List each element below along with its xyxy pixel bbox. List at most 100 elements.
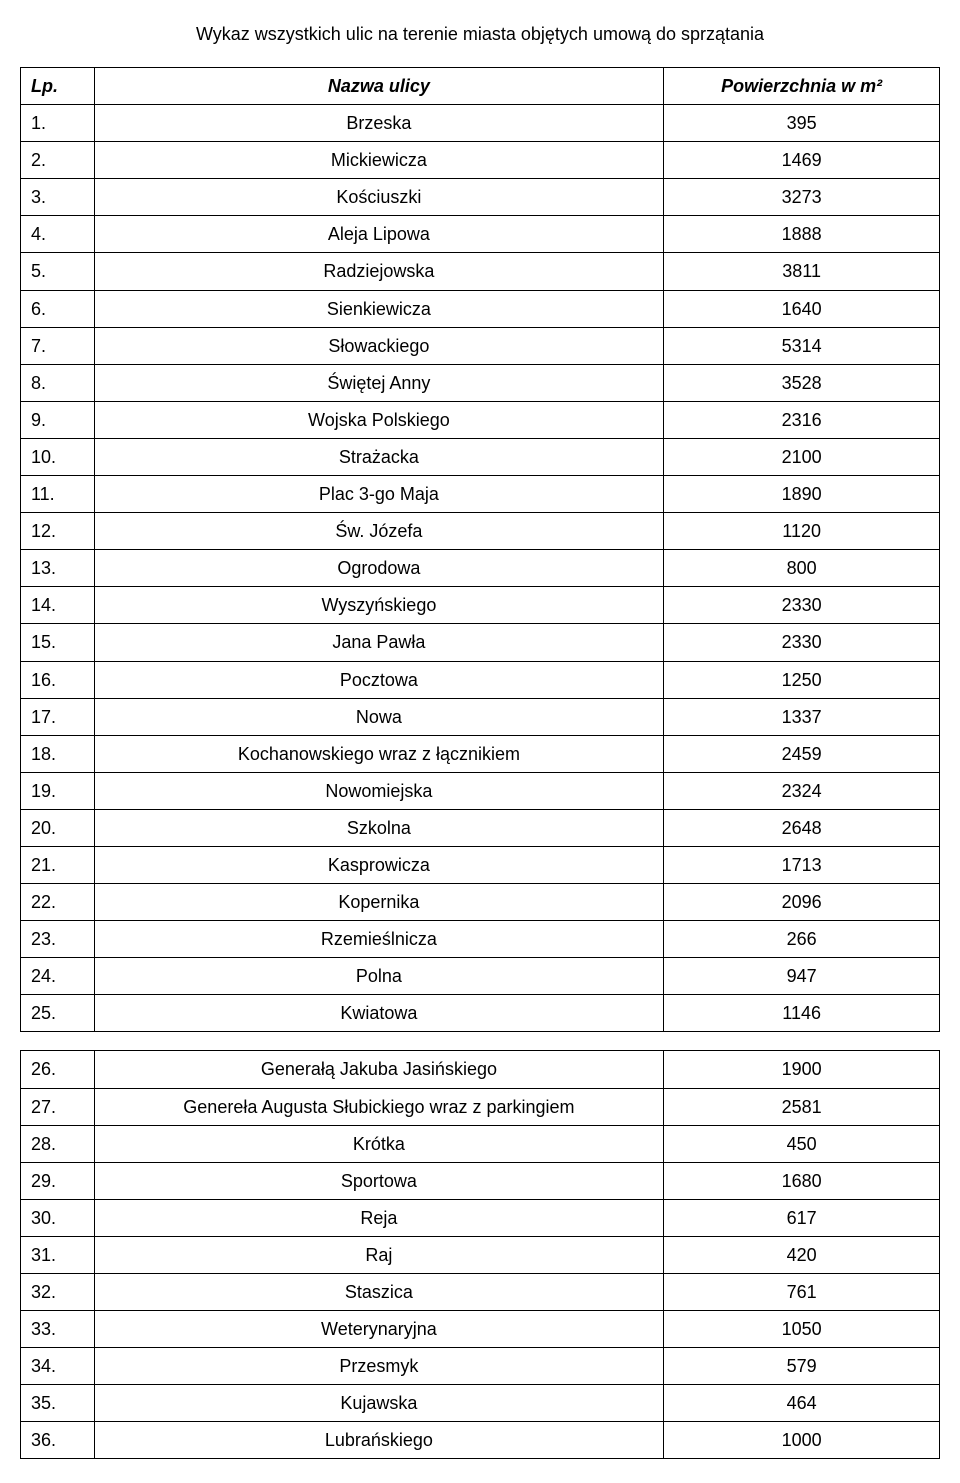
table-row: 30.Reja617 — [21, 1199, 940, 1236]
table-row: 7.Słowackiego5314 — [21, 327, 940, 364]
cell-lp: 10. — [21, 438, 95, 475]
cell-name: Staszica — [94, 1274, 664, 1311]
cell-lp: 36. — [21, 1422, 95, 1459]
table-row: 10.Strażacka2100 — [21, 438, 940, 475]
table-row: 22.Kopernika2096 — [21, 884, 940, 921]
cell-area: 2324 — [664, 772, 940, 809]
cell-area: 1900 — [664, 1051, 940, 1088]
cell-lp: 35. — [21, 1385, 95, 1422]
cell-area: 2100 — [664, 438, 940, 475]
table-row: 29.Sportowa1680 — [21, 1162, 940, 1199]
cell-name: Generałą Jakuba Jasińskiego — [94, 1051, 664, 1088]
cell-area: 617 — [664, 1199, 940, 1236]
table-row: 14.Wyszyńskiego2330 — [21, 587, 940, 624]
cell-area: 2581 — [664, 1088, 940, 1125]
cell-area: 1337 — [664, 698, 940, 735]
cell-area: 1000 — [664, 1422, 940, 1459]
cell-area: 1050 — [664, 1311, 940, 1348]
cell-name: Brzeska — [94, 105, 664, 142]
cell-name: Kochanowskiego wraz z łącznikiem — [94, 735, 664, 772]
table-row: 34.Przesmyk579 — [21, 1348, 940, 1385]
table-row: 23.Rzemieślnicza266 — [21, 921, 940, 958]
cell-area: 1640 — [664, 290, 940, 327]
table-row: 3.Kościuszki3273 — [21, 179, 940, 216]
cell-name: Kościuszki — [94, 179, 664, 216]
cell-lp: 15. — [21, 624, 95, 661]
cell-lp: 18. — [21, 735, 95, 772]
cell-area: 761 — [664, 1274, 940, 1311]
cell-area: 2330 — [664, 624, 940, 661]
cell-name: Sienkiewicza — [94, 290, 664, 327]
cell-name: Weterynaryjna — [94, 1311, 664, 1348]
table-row: 31.Raj420 — [21, 1236, 940, 1273]
cell-name: Świętej Anny — [94, 364, 664, 401]
table-row: 27.Genereła Augusta Słubickiego wraz z p… — [21, 1088, 940, 1125]
cell-lp: 30. — [21, 1199, 95, 1236]
table-row: 2.Mickiewicza1469 — [21, 142, 940, 179]
cell-area: 2648 — [664, 809, 940, 846]
col-header-area: Powierzchnia w m² — [664, 68, 940, 105]
cell-name: Nowa — [94, 698, 664, 735]
cell-area: 420 — [664, 1236, 940, 1273]
col-header-lp: Lp. — [21, 68, 95, 105]
cell-lp: 1. — [21, 105, 95, 142]
cell-area: 395 — [664, 105, 940, 142]
table-row: 4.Aleja Lipowa1888 — [21, 216, 940, 253]
cell-lp: 9. — [21, 401, 95, 438]
cell-lp: 21. — [21, 846, 95, 883]
table-row: 8.Świętej Anny3528 — [21, 364, 940, 401]
table-header-row: Lp. Nazwa ulicy Powierzchnia w m² — [21, 68, 940, 105]
cell-lp: 22. — [21, 884, 95, 921]
table-row: 18.Kochanowskiego wraz z łącznikiem2459 — [21, 735, 940, 772]
cell-name: Strażacka — [94, 438, 664, 475]
cell-name: Aleja Lipowa — [94, 216, 664, 253]
cell-lp: 5. — [21, 253, 95, 290]
cell-name: Przesmyk — [94, 1348, 664, 1385]
cell-name: Kopernika — [94, 884, 664, 921]
cell-lp: 11. — [21, 476, 95, 513]
cell-area: 3273 — [664, 179, 940, 216]
cell-area: 1469 — [664, 142, 940, 179]
cell-lp: 13. — [21, 550, 95, 587]
cell-name: Krótka — [94, 1125, 664, 1162]
cell-lp: 34. — [21, 1348, 95, 1385]
cell-area: 1713 — [664, 846, 940, 883]
cell-area: 464 — [664, 1385, 940, 1422]
table-row: 5.Radziejowska3811 — [21, 253, 940, 290]
cell-name: Szkolna — [94, 809, 664, 846]
cell-lp: 2. — [21, 142, 95, 179]
cell-name: Rzemieślnicza — [94, 921, 664, 958]
table-row: 12.Św. Józefa1120 — [21, 513, 940, 550]
cell-area: 3528 — [664, 364, 940, 401]
cell-name: Ogrodowa — [94, 550, 664, 587]
cell-lp: 7. — [21, 327, 95, 364]
table-row: 9.Wojska Polskiego2316 — [21, 401, 940, 438]
cell-area: 2316 — [664, 401, 940, 438]
cell-lp: 16. — [21, 661, 95, 698]
cell-lp: 24. — [21, 958, 95, 995]
cell-name: Polna — [94, 958, 664, 995]
cell-lp: 6. — [21, 290, 95, 327]
table-row: 19.Nowomiejska2324 — [21, 772, 940, 809]
cell-area: 1888 — [664, 216, 940, 253]
cell-name: Wojska Polskiego — [94, 401, 664, 438]
cell-area: 5314 — [664, 327, 940, 364]
cell-lp: 23. — [21, 921, 95, 958]
cell-name: Nowomiejska — [94, 772, 664, 809]
cell-lp: 31. — [21, 1236, 95, 1273]
cell-name: Słowackiego — [94, 327, 664, 364]
cell-lp: 29. — [21, 1162, 95, 1199]
table-row: 36.Lubrańskiego1000 — [21, 1422, 940, 1459]
cell-lp: 27. — [21, 1088, 95, 1125]
cell-name: Plac 3-go Maja — [94, 476, 664, 513]
table-row: 33.Weterynaryjna1050 — [21, 1311, 940, 1348]
table-row: 1.Brzeska395 — [21, 105, 940, 142]
cell-name: Jana Pawła — [94, 624, 664, 661]
table-gap-row — [21, 1032, 940, 1051]
cell-name: Wyszyńskiego — [94, 587, 664, 624]
cell-name: Genereła Augusta Słubickiego wraz z park… — [94, 1088, 664, 1125]
cell-name: Mickiewicza — [94, 142, 664, 179]
cell-area: 266 — [664, 921, 940, 958]
cell-area: 3811 — [664, 253, 940, 290]
table-row: 26.Generałą Jakuba Jasińskiego1900 — [21, 1051, 940, 1088]
